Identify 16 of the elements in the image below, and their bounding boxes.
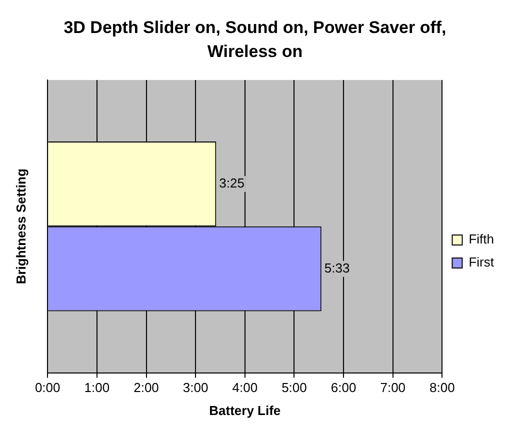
- data-label: 5:33: [324, 260, 350, 276]
- data-label: 3:25: [219, 176, 244, 191]
- x-tick-label: 2:00: [134, 380, 159, 396]
- y-axis-title: Brightness Setting: [13, 168, 28, 284]
- legend-label: First: [468, 254, 494, 270]
- x-tick-label: 6:00: [330, 380, 356, 396]
- x-tick-label: 1:00: [84, 380, 110, 396]
- chart-title: 3D Depth Slider on, Sound on, Power Saver off, Wireless on: [62, 17, 448, 63]
- legend-label: Fifth: [468, 232, 494, 247]
- x-tick-label: 0:00: [34, 380, 60, 396]
- x-axis-title: Battery Life: [209, 402, 281, 418]
- x-tick-label: 4:00: [232, 380, 258, 396]
- x-tick-label: 7:00: [380, 380, 406, 396]
- x-tick-label: 8:00: [430, 380, 455, 396]
- x-tick-label: 5:00: [282, 380, 307, 396]
- x-tick-label: 3:00: [182, 380, 208, 396]
